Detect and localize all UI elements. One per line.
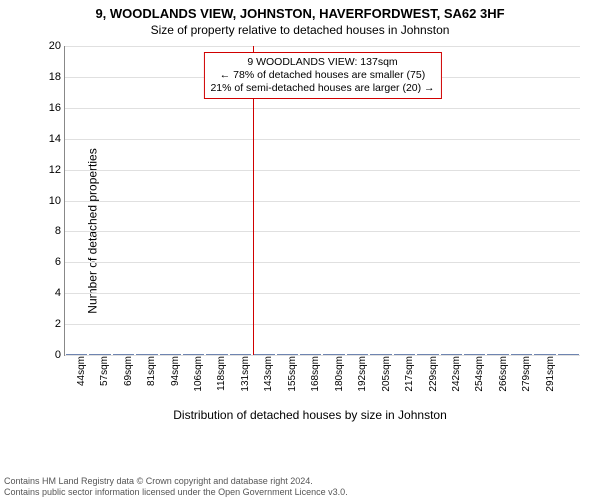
x-tick-label: 229sqm	[428, 356, 439, 392]
x-tick-label: 118sqm	[216, 356, 227, 391]
bar	[487, 354, 508, 355]
x-tick: 192sqm	[345, 356, 368, 406]
x-tick: 217sqm	[392, 356, 415, 406]
x-tick-label: 279sqm	[521, 356, 532, 392]
x-tick-label: 44sqm	[76, 356, 87, 386]
x-tick: 205sqm	[369, 356, 392, 406]
x-tick-label: 180sqm	[334, 356, 345, 392]
x-tick-label: 205sqm	[381, 356, 392, 392]
x-tick: 69sqm	[111, 356, 134, 406]
bar	[89, 354, 110, 355]
bar	[253, 354, 274, 355]
x-tick-label: 143sqm	[263, 356, 274, 392]
x-axis-label: Distribution of detached houses by size …	[40, 408, 580, 422]
y-tick-label: 10	[49, 195, 65, 207]
x-tick: 242sqm	[439, 356, 462, 406]
bar	[534, 354, 555, 355]
y-tick-label: 12	[49, 164, 65, 176]
x-tick: 229sqm	[416, 356, 439, 406]
y-tick-label: 16	[49, 102, 65, 114]
x-tick: 106sqm	[181, 356, 204, 406]
title-sub: Size of property relative to detached ho…	[0, 21, 600, 37]
x-tick: 279sqm	[510, 356, 533, 406]
footer-line: Contains HM Land Registry data © Crown c…	[4, 476, 348, 487]
x-tick-label: 254sqm	[474, 356, 485, 392]
bar	[230, 354, 251, 355]
x-tick-label: 242sqm	[451, 356, 462, 392]
x-tick: 168sqm	[299, 356, 322, 406]
x-tick: 81sqm	[134, 356, 157, 406]
x-tick: 291sqm	[533, 356, 556, 406]
bar	[160, 354, 181, 355]
x-ticks-group: 44sqm 57sqm 69sqm 81sqm 94sqm 106sqm 118sqm 131…	[64, 356, 580, 406]
bar	[417, 354, 438, 355]
bar	[511, 354, 532, 355]
bar	[136, 354, 157, 355]
x-tick-label: 106sqm	[193, 356, 204, 392]
bar	[558, 354, 579, 355]
title-main: 9, WOODLANDS VIEW, JOHNSTON, HAVERFORDWE…	[0, 0, 600, 21]
x-tick: 254sqm	[463, 356, 486, 406]
x-tick: 155sqm	[275, 356, 298, 406]
x-tick: 180sqm	[322, 356, 345, 406]
x-tick	[557, 356, 580, 406]
x-tick-label: 81sqm	[146, 356, 157, 386]
footer-line: Contains public sector information licen…	[4, 487, 348, 498]
x-tick-label: 155sqm	[287, 356, 298, 392]
plot-area: 9 WOODLANDS VIEW: 137sqm ← 78% of detach…	[64, 46, 580, 356]
x-tick: 44sqm	[64, 356, 87, 406]
x-tick: 118sqm	[205, 356, 228, 406]
x-tick: 266sqm	[486, 356, 509, 406]
bar	[394, 354, 415, 355]
x-tick-label: 94sqm	[170, 356, 181, 386]
annotation-line: ← 78% of detached houses are smaller (75…	[210, 69, 434, 82]
footer-attribution: Contains HM Land Registry data © Crown c…	[4, 476, 348, 498]
bar	[300, 354, 321, 355]
x-tick: 131sqm	[228, 356, 251, 406]
y-tick-label: 18	[49, 71, 65, 83]
x-tick-label: 217sqm	[404, 356, 415, 392]
annotation-box: 9 WOODLANDS VIEW: 137sqm ← 78% of detach…	[203, 52, 441, 99]
y-tick-label: 4	[55, 287, 65, 299]
y-tick-label: 14	[49, 133, 65, 145]
bar	[370, 354, 391, 355]
x-tick: 143sqm	[252, 356, 275, 406]
x-tick-label: 192sqm	[357, 356, 368, 392]
bar	[277, 354, 298, 355]
x-tick: 94sqm	[158, 356, 181, 406]
bar	[464, 354, 485, 355]
x-tick-label: 69sqm	[123, 356, 134, 386]
y-tick-label: 20	[49, 40, 65, 52]
annotation-line: 9 WOODLANDS VIEW: 137sqm	[210, 56, 434, 69]
x-tick-label: 168sqm	[310, 356, 321, 392]
bar	[347, 354, 368, 355]
bar	[66, 354, 87, 355]
x-tick-label: 57sqm	[99, 356, 110, 386]
chart-container: Number of detached properties 9 WOODLAND…	[40, 46, 580, 416]
y-tick-label: 6	[55, 256, 65, 268]
x-tick-label: 291sqm	[545, 356, 556, 392]
y-tick-label: 2	[55, 318, 65, 330]
x-tick-label: 131sqm	[240, 356, 251, 392]
bar	[206, 354, 227, 355]
bar	[323, 354, 344, 355]
bar	[183, 354, 204, 355]
bar	[441, 354, 462, 355]
bar	[113, 354, 134, 355]
x-tick-label: 266sqm	[498, 356, 509, 392]
y-tick-label: 8	[55, 225, 65, 237]
annotation-line: 21% of semi-detached houses are larger (…	[210, 82, 434, 95]
x-tick: 57sqm	[87, 356, 110, 406]
